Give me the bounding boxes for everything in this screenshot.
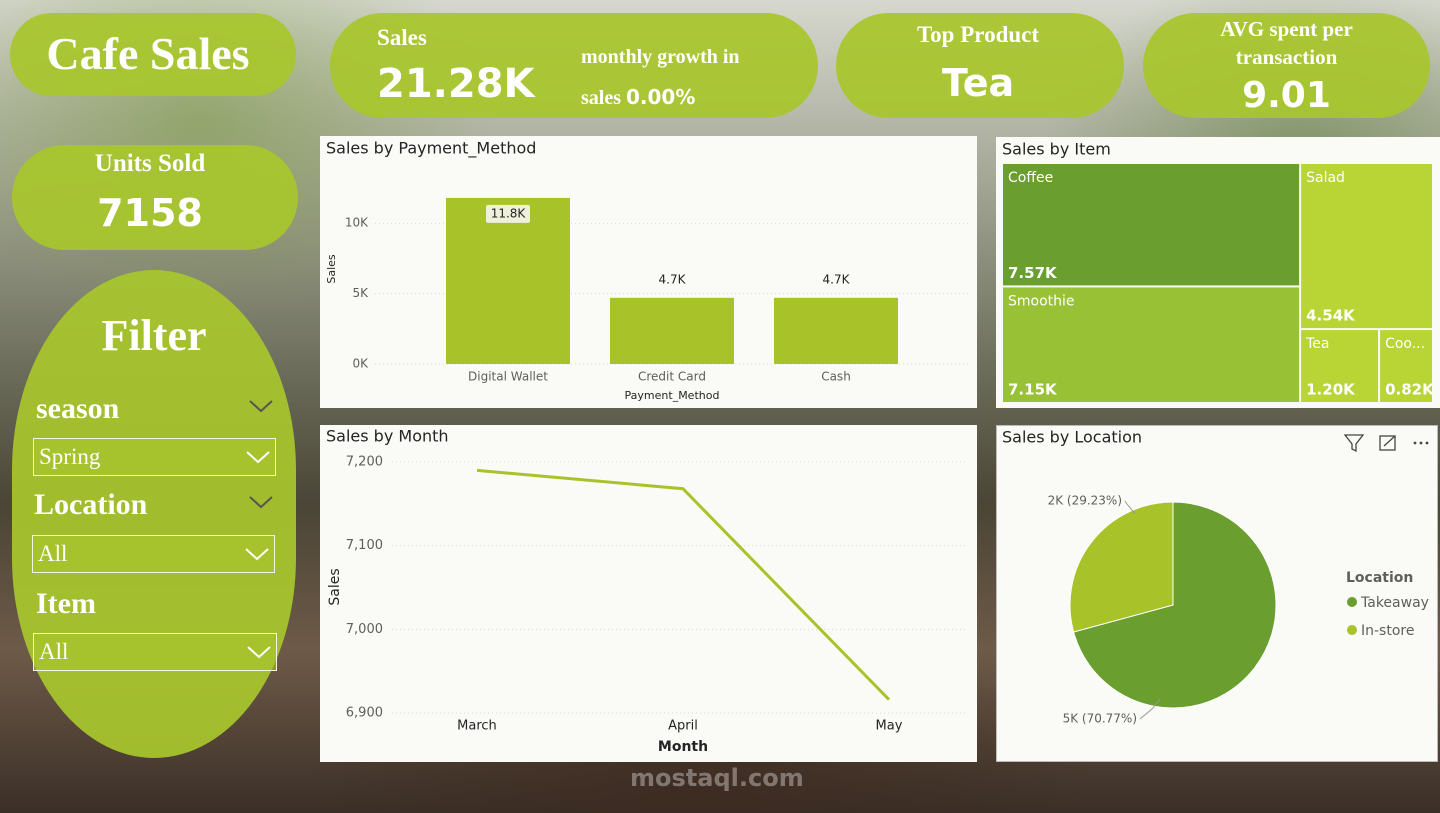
title-card: Cafe Sales — [10, 13, 296, 96]
avg-spent-card: AVG spent per transaction 9.01 — [1143, 13, 1430, 118]
filter-dropdown[interactable]: Spring — [33, 438, 276, 476]
y-tick-label: 5K — [352, 286, 369, 300]
pie-slice — [1069, 501, 1174, 633]
filter-panel: Filter season Spring Location All Item A… — [12, 270, 296, 758]
dashboard-title: Cafe Sales — [46, 28, 250, 79]
chart-title: Sales by Item — [1002, 140, 1111, 159]
tile-label: Salad — [1306, 170, 1345, 186]
data-label: 4.7K — [659, 272, 687, 286]
legend-label: Takeaway — [1360, 595, 1429, 611]
y-tick-label: 6,900 — [346, 706, 383, 721]
bar — [774, 297, 898, 364]
sales-card: Sales 21.28K monthly growth in sales 0.0… — [330, 13, 818, 118]
tile-value: 4.54K — [1306, 307, 1356, 325]
legend-marker — [1347, 625, 1357, 635]
y-tick-label: 7,200 — [346, 454, 383, 469]
x-tick-label: Credit Card — [638, 370, 706, 384]
filter-label: Item — [36, 587, 96, 620]
tile-label: Smoothie — [1008, 293, 1075, 309]
card-value: Tea — [941, 61, 1015, 105]
chart-title: Sales by Month — [326, 427, 449, 446]
bar — [610, 297, 734, 364]
filter-title: Filter — [101, 311, 207, 360]
y-tick-label: 7,000 — [346, 622, 383, 637]
chevron — [245, 548, 269, 561]
pie-chart: Sales by Location 5K (70.77%) Takeaway 2K … — [996, 425, 1438, 762]
dropdown-value: All — [38, 541, 68, 566]
focus-icon[interactable] — [1379, 435, 1396, 451]
card-value: 9.01 — [1242, 75, 1331, 116]
chevron — [247, 646, 271, 659]
bar-chart: Sales by Payment_Method 0K 5K 10K Digital W… — [320, 136, 977, 408]
tile-value: 1.20K — [1306, 381, 1356, 399]
tile-label: Coo... — [1385, 336, 1425, 352]
label-background — [486, 204, 530, 223]
y-axis-title: Sales — [325, 254, 338, 284]
y-axis-title: Sales — [327, 568, 343, 605]
tile-label: Coffee — [1008, 170, 1053, 186]
units-sold-card: Units Sold 7158 — [12, 145, 298, 250]
chevron[interactable] — [248, 494, 274, 510]
card-label: AVG spent per transaction — [1220, 17, 1353, 69]
card-label: Top Product — [916, 22, 1040, 47]
x-tick-label: March — [457, 719, 497, 734]
legend-label: In-store — [1361, 623, 1414, 639]
leader-line — [1124, 500, 1136, 515]
watermark: mostaql.com — [630, 764, 804, 792]
x-tick-label: May — [876, 719, 903, 734]
dropdown-value: All — [39, 639, 69, 664]
x-axis-title: Payment_Method — [625, 389, 720, 402]
y-tick-label: 0K — [352, 357, 369, 371]
pie-slice — [1072, 501, 1277, 709]
treemap-tile — [1301, 164, 1432, 329]
legend-title: Location — [1346, 570, 1413, 586]
y-tick-label: 10K — [345, 216, 369, 230]
more-options[interactable] — [1413, 441, 1429, 445]
filter-label: Location — [34, 488, 148, 521]
card-value: 7158 — [97, 191, 203, 235]
filter-dropdown[interactable]: All — [32, 535, 275, 573]
treemap-tile — [1003, 164, 1300, 286]
growth-card: monthly growth in sales 0.00% — [581, 37, 751, 118]
data-label: 2K (29.23%) — [1048, 494, 1122, 508]
x-tick-label: April — [668, 719, 698, 734]
leader-line — [1139, 698, 1161, 720]
line — [476, 468, 891, 701]
chart-title: Sales by Location — [1002, 428, 1142, 447]
tile-value: 7.15K — [1008, 381, 1058, 399]
y-tick-label: 7,100 — [346, 538, 383, 553]
tile-label: Tea — [1305, 336, 1329, 352]
filter-icon[interactable] — [1343, 434, 1365, 453]
tile-value: 0.82K — [1385, 381, 1435, 399]
treemap-tile — [1003, 287, 1300, 402]
chevron — [246, 451, 270, 464]
card-label: monthly growth in sales — [581, 46, 740, 109]
bar — [446, 197, 570, 364]
card-label: Sales — [377, 25, 427, 50]
data-label: 5K (70.77%) — [1063, 712, 1137, 726]
card-value: 0.00% — [626, 85, 696, 109]
x-tick-label: Cash — [821, 370, 851, 384]
tile-value: 7.57K — [1008, 264, 1058, 282]
x-tick-label: Digital Wallet — [468, 370, 548, 384]
legend-marker — [1347, 597, 1357, 607]
filter-label: season — [36, 392, 120, 425]
dropdown-value: Spring — [39, 444, 101, 469]
x-axis-title: Month — [658, 739, 708, 755]
chevron[interactable] — [248, 398, 274, 414]
top-product-card: Top Product Tea — [836, 13, 1124, 118]
treemap-chart: Sales by Item Coffee 7.57K Smoothie 7.15K Sa… — [996, 137, 1440, 408]
treemap-tile — [1380, 330, 1432, 402]
treemap-tile — [1301, 330, 1379, 402]
data-label: 4.7K — [823, 272, 851, 286]
filter-dropdown[interactable]: All — [33, 633, 277, 671]
chart-title: Sales by Payment_Method — [326, 139, 536, 159]
data-label: 11.8K — [491, 206, 527, 220]
line-chart: Sales by Month 6,900 7,000 7,100 7,200 March… — [320, 425, 977, 762]
card-value: 21.28K — [377, 61, 535, 107]
card-label: Units Sold — [94, 150, 206, 177]
